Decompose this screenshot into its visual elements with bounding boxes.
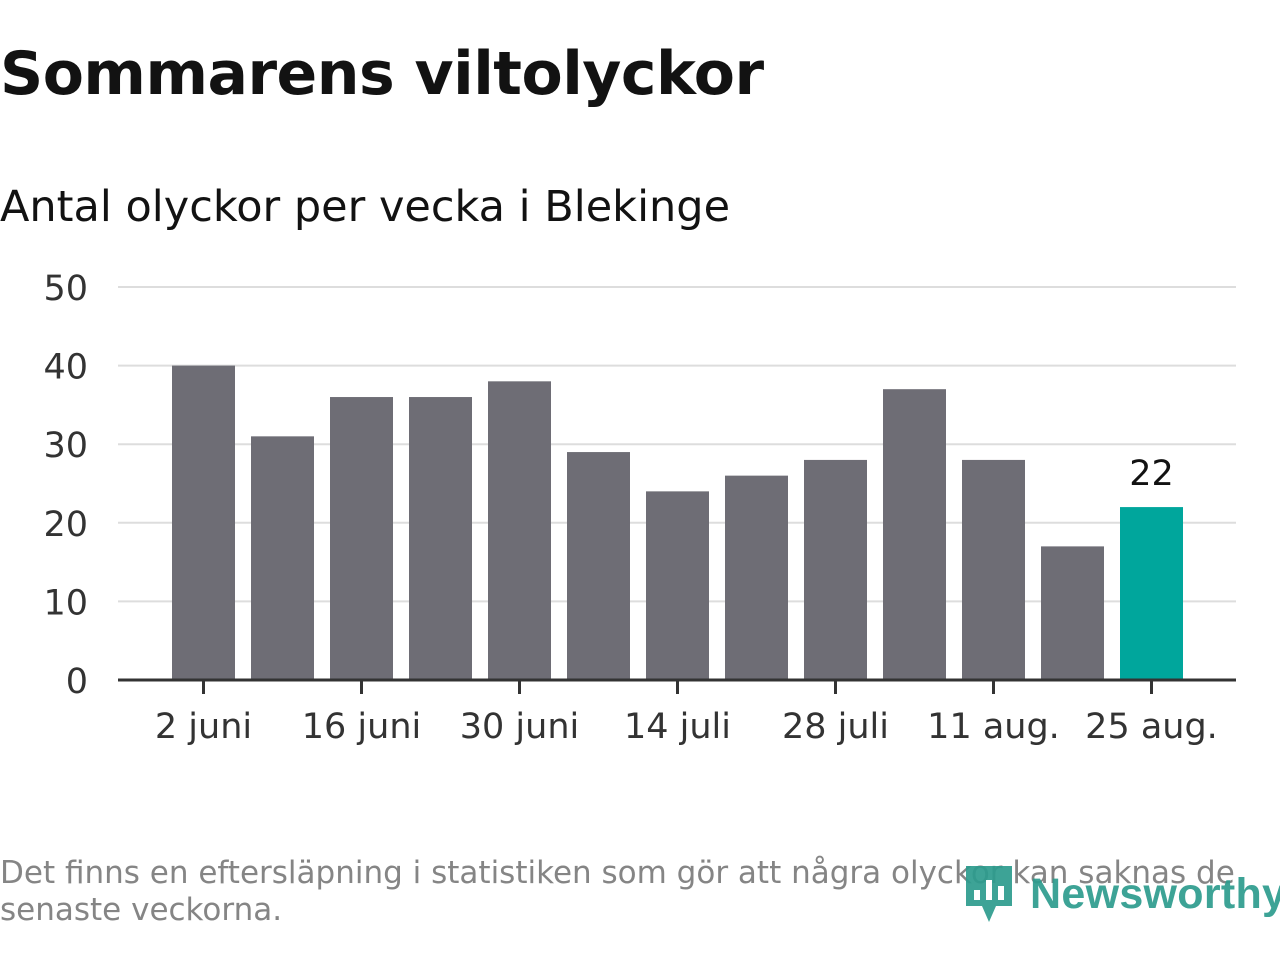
x-tick-label: 2 juni	[155, 707, 252, 747]
y-tick-label: 10	[43, 583, 88, 623]
x-axis	[118, 678, 1236, 694]
bar	[725, 475, 788, 680]
y-tick-label: 0	[66, 662, 88, 702]
y-axis-labels: 0 10 20 30 40 50	[43, 269, 88, 702]
x-tick-label: 16 juni	[302, 707, 421, 747]
y-tick-label: 20	[43, 505, 88, 545]
bar-value-label: 22	[1129, 454, 1174, 494]
x-tick-label: 28 juli	[782, 707, 889, 747]
bar	[330, 397, 393, 680]
y-tick-label: 50	[43, 269, 88, 309]
chart-subtitle: Antal olyckor per vecka i Blekinge	[0, 182, 731, 232]
bars	[172, 365, 1183, 680]
bar	[409, 397, 472, 680]
bar	[646, 491, 709, 680]
bar	[1120, 507, 1183, 680]
bar	[883, 389, 946, 680]
y-tick-label: 30	[43, 426, 88, 466]
x-tick-label: 25 aug.	[1085, 707, 1218, 747]
bar	[567, 452, 630, 680]
x-axis-labels: 2 juni 16 juni 30 juni 14 juli 28 juli 11 aug…	[155, 707, 1218, 747]
data-labels: 22	[1129, 454, 1174, 494]
bar	[962, 459, 1025, 680]
x-tick-label: 14 juli	[624, 707, 731, 747]
newsworthy-logo: Newsworthy	[962, 862, 1280, 926]
x-tick-label: 30 juni	[460, 707, 579, 747]
bar	[804, 459, 867, 680]
bar	[1041, 546, 1104, 680]
footnote: Det finns en eftersläpning i statistiken…	[0, 855, 1235, 928]
x-tick-label: 11 aug.	[927, 707, 1060, 747]
bar	[251, 436, 314, 680]
bar	[488, 381, 551, 680]
y-tick-label: 40	[43, 348, 88, 388]
logo-text: Newsworthy	[1030, 869, 1280, 918]
bar	[172, 365, 235, 680]
bar-chart-location-pin-icon	[966, 866, 1012, 922]
chart-title: Sommarens viltolyckor	[0, 39, 764, 109]
